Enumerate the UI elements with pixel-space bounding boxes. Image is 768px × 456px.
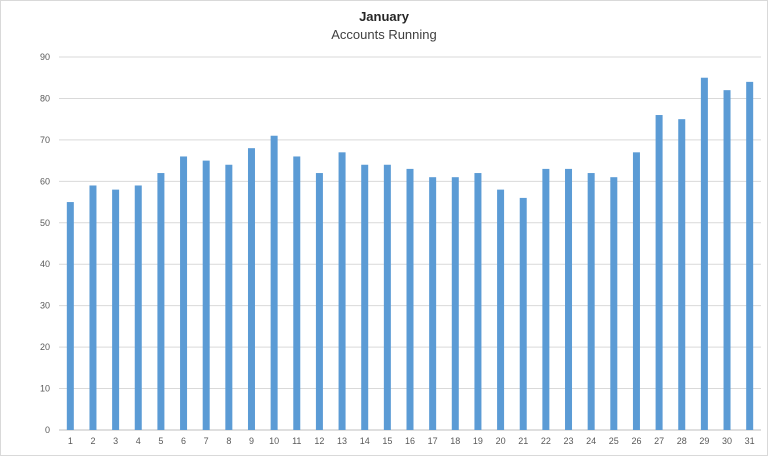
bar: [247, 148, 255, 430]
x-tick-label: 24: [586, 436, 596, 446]
bar: [225, 164, 233, 430]
bar: [134, 185, 142, 430]
x-tick-label: 14: [360, 436, 370, 446]
bar: [565, 168, 573, 430]
bar: [474, 173, 482, 431]
bar: [746, 81, 754, 430]
x-tick-label: 21: [518, 436, 528, 446]
bar: [610, 177, 618, 430]
x-tick-label: 23: [564, 436, 574, 446]
chart-subtitle: Accounts Running: [331, 27, 437, 42]
y-tick-label: 40: [40, 259, 50, 269]
x-tick-label: 17: [428, 436, 438, 446]
x-tick-label: 9: [249, 436, 254, 446]
bar: [542, 168, 550, 430]
bar: [451, 177, 459, 430]
x-tick-label: 28: [677, 436, 687, 446]
bar: [270, 135, 278, 430]
bar: [497, 189, 505, 430]
x-tick-label: 10: [269, 436, 279, 446]
y-tick-label: 70: [40, 135, 50, 145]
bar: [315, 173, 323, 431]
x-tick-label: 2: [90, 436, 95, 446]
x-tick-label: 5: [158, 436, 163, 446]
bar: [406, 168, 414, 430]
y-tick-label: 90: [40, 52, 50, 62]
bar: [723, 90, 731, 431]
y-tick-label: 80: [40, 93, 50, 103]
x-tick-label: 22: [541, 436, 551, 446]
x-tick-label: 8: [226, 436, 231, 446]
x-tick-label: 25: [609, 436, 619, 446]
bar-series: [66, 77, 754, 431]
bar: [519, 197, 527, 430]
y-tick-label: 50: [40, 218, 50, 228]
x-tick-label: 20: [496, 436, 506, 446]
chart-title: January: [359, 9, 409, 24]
x-tick-label: 7: [204, 436, 209, 446]
bar: [361, 164, 369, 430]
x-tick-label: 6: [181, 436, 186, 446]
bar: [180, 156, 188, 430]
x-tick-label: 27: [654, 436, 664, 446]
x-tick-label: 11: [292, 436, 301, 446]
bar: [383, 164, 391, 430]
bar: [338, 152, 346, 431]
y-tick-label: 20: [40, 342, 50, 352]
bar: [66, 202, 74, 430]
x-tick-label: 15: [382, 436, 392, 446]
x-tick-label: 26: [631, 436, 641, 446]
y-tick-label: 0: [45, 425, 50, 435]
bar: [700, 77, 708, 430]
bar: [157, 173, 165, 431]
y-tick-label: 10: [40, 384, 50, 394]
x-tick-label: 4: [136, 436, 141, 446]
y-axis-ticks: 0 10 20 30 40 50 60 70 80 90: [40, 52, 50, 435]
y-tick-label: 30: [40, 301, 50, 311]
y-tick-label: 60: [40, 176, 50, 186]
x-tick-label: 19: [473, 436, 483, 446]
x-tick-label: 3: [113, 436, 118, 446]
bar: [655, 115, 663, 431]
bar: [202, 160, 210, 430]
bar: [587, 173, 595, 431]
x-tick-label: 31: [745, 436, 755, 446]
bar: [112, 189, 120, 430]
bar: [678, 119, 686, 431]
bar: [293, 156, 301, 430]
x-tick-label: 1: [68, 436, 73, 446]
x-tick-label: 30: [722, 436, 732, 446]
x-tick-label: 16: [405, 436, 415, 446]
bar: [429, 177, 437, 430]
x-tick-label: 13: [337, 436, 347, 446]
bar: [89, 185, 97, 430]
x-tick-label: 18: [450, 436, 460, 446]
bar: [632, 152, 640, 431]
x-tick-label: 12: [314, 436, 324, 446]
x-tick-label: 29: [699, 436, 709, 446]
x-axis-ticks: 1 2 3 4 5 6 7 8 9 10 11 12 13 14 15 16 17 18 19 20 21 22 23 24 2…: [68, 436, 755, 446]
